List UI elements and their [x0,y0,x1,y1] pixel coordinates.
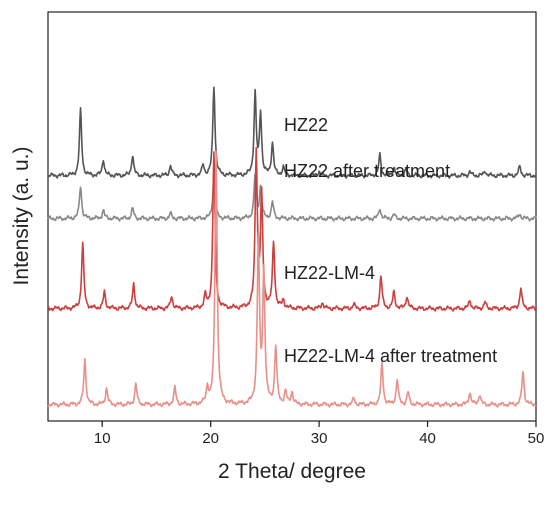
series-line-0 [47,86,537,179]
x-tick-label: 40 [419,430,436,447]
series-label-hz22: HZ22 [284,115,328,135]
series-label-hz22-lm-4-after-treatment: HZ22-LM-4 after treatment [284,346,497,366]
x-tick-label: 20 [202,430,219,447]
series-line-1 [47,172,537,222]
ticks-group: 10 20 30 40 50 [94,421,544,447]
x-tick-label: 50 [528,430,545,447]
x-axis-title: 2 Theta/ degree [218,460,366,483]
series-group [47,86,537,408]
series-line-3 [47,150,537,408]
series-line-2 [47,146,537,312]
x-tick-label: 10 [94,430,111,447]
y-axis-title: Intensity (a. u.) [10,147,33,286]
series-label-hz22-lm-4: HZ22-LM-4 [284,263,375,283]
x-tick-label: 30 [311,430,328,447]
series-label-hz22-after-treatment: HZ22 after treatment [284,161,450,181]
